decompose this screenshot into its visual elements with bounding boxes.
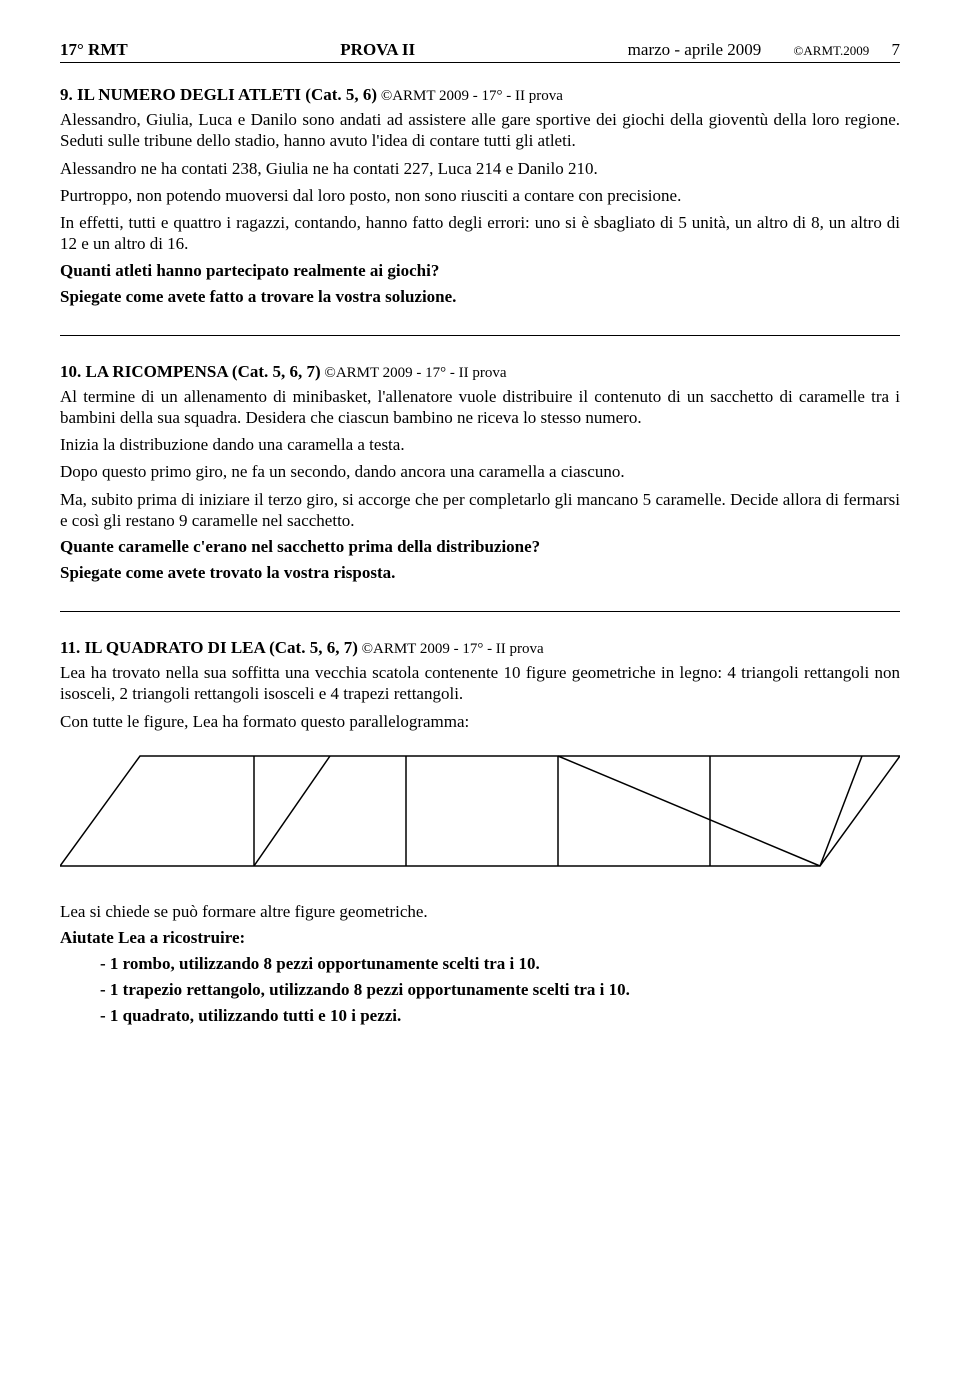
problem-11-bullet-3: - 1 quadrato, utilizzando tutti e 10 i p… bbox=[60, 1006, 900, 1026]
problem-11-bullet-2: - 1 trapezio rettangolo, utilizzando 8 p… bbox=[60, 980, 900, 1000]
separator-2 bbox=[60, 611, 900, 612]
problem-11-aiutate: Aiutate Lea a ricostruire: bbox=[60, 928, 900, 948]
problem-10-title-cat: ©ARMT 2009 - 17° - II prova bbox=[321, 365, 507, 381]
problem-9-para4: In effetti, tutti e quattro i ragazzi, c… bbox=[60, 212, 900, 255]
parallelogram-figure bbox=[60, 746, 900, 881]
separator-1 bbox=[60, 335, 900, 336]
problem-9-title-main: 9. IL NUMERO DEGLI ATLETI (Cat. 5, 6) bbox=[60, 85, 377, 104]
header-left: 17° RMT bbox=[60, 40, 128, 60]
problem-9-question: Quanti atleti hanno partecipato realment… bbox=[60, 261, 900, 281]
problem-9-title: 9. IL NUMERO DEGLI ATLETI (Cat. 5, 6) ©A… bbox=[60, 85, 900, 105]
header-page-number: 7 bbox=[892, 40, 901, 59]
problem-11-title-main: 11. IL QUADRATO DI LEA (Cat. 5, 6, 7) bbox=[60, 638, 358, 657]
problem-9-para3: Purtroppo, non potendo muoversi dal loro… bbox=[60, 185, 900, 206]
page-header: 17° RMT PROVA II marzo - aprile 2009 ©AR… bbox=[60, 40, 900, 63]
problem-11-title-cat: ©ARMT 2009 - 17° - II prova bbox=[358, 641, 544, 657]
problem-9-explain: Spiegate come avete fatto a trovare la v… bbox=[60, 287, 900, 307]
problem-10-title-main: 10. LA RICOMPENSA (Cat. 5, 6, 7) bbox=[60, 362, 321, 381]
problem-10-para2: Inizia la distribuzione dando una carame… bbox=[60, 434, 900, 455]
problem-11-bullet-1: - 1 rombo, utilizzando 8 pezzi opportuna… bbox=[60, 954, 900, 974]
problem-9-para2: Alessandro ne ha contati 238, Giulia ne … bbox=[60, 158, 900, 179]
problem-10-question: Quante caramelle c'erano nel sacchetto p… bbox=[60, 537, 900, 557]
parallelogram-svg bbox=[60, 746, 900, 876]
problem-9-para1: Alessandro, Giulia, Luca e Danilo sono a… bbox=[60, 109, 900, 152]
header-copyright: ©ARMT.2009 bbox=[794, 43, 870, 58]
problem-10-title: 10. LA RICOMPENSA (Cat. 5, 6, 7) ©ARMT 2… bbox=[60, 362, 900, 382]
problem-9-title-cat: ©ARMT 2009 - 17° - II prova bbox=[377, 88, 563, 104]
header-center: PROVA II bbox=[128, 40, 628, 60]
problem-10-explain: Spiegate come avete trovato la vostra ri… bbox=[60, 563, 900, 583]
header-date: marzo - aprile 2009 bbox=[628, 40, 762, 59]
problem-11-para1: Lea ha trovato nella sua soffitta una ve… bbox=[60, 662, 900, 705]
problem-10-para4: Ma, subito prima di iniziare il terzo gi… bbox=[60, 489, 900, 532]
problem-10-para1: Al termine di un allenamento di minibask… bbox=[60, 386, 900, 429]
problem-11-title: 11. IL QUADRATO DI LEA (Cat. 5, 6, 7) ©A… bbox=[60, 638, 900, 658]
problem-11-para2: Con tutte le figure, Lea ha formato ques… bbox=[60, 711, 900, 732]
header-right-group: marzo - aprile 2009 ©ARMT.2009 7 bbox=[628, 40, 900, 60]
problem-11-after: Lea si chiede se può formare altre figur… bbox=[60, 901, 900, 922]
problem-10-para3: Dopo questo primo giro, ne fa un secondo… bbox=[60, 461, 900, 482]
